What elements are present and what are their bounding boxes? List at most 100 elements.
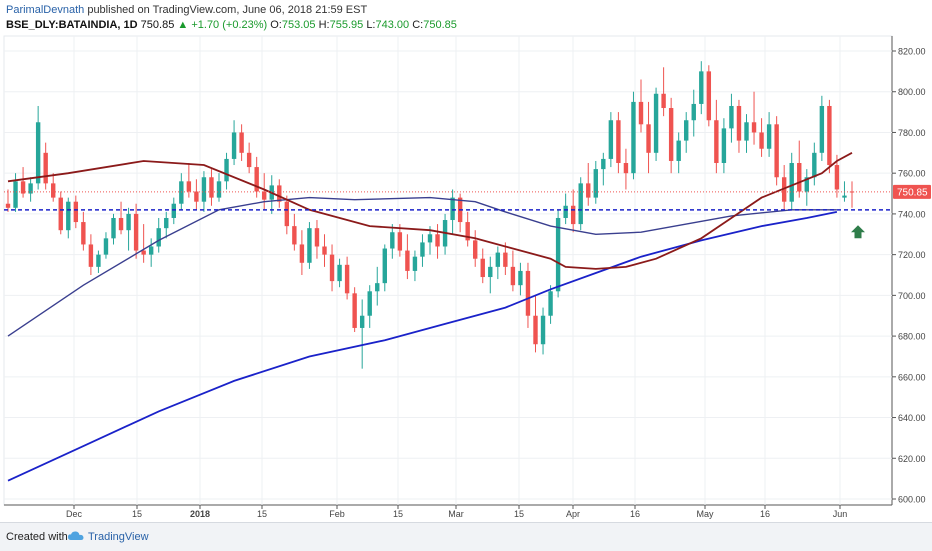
- candle[interactable]: [623, 148, 629, 190]
- candle[interactable]: [367, 285, 372, 328]
- candle[interactable]: [661, 67, 666, 117]
- candle[interactable]: [194, 179, 199, 210]
- candle[interactable]: [186, 163, 192, 198]
- candle[interactable]: [405, 234, 410, 280]
- candle[interactable]: [329, 244, 335, 292]
- candle[interactable]: [164, 211, 169, 239]
- candle[interactable]: [495, 246, 501, 280]
- candle[interactable]: [420, 234, 425, 267]
- candle[interactable]: [118, 201, 124, 235]
- candle[interactable]: [488, 256, 493, 294]
- candle[interactable]: [126, 207, 131, 251]
- candle[interactable]: [518, 262, 523, 296]
- candle[interactable]: [88, 234, 94, 275]
- candle[interactable]: [525, 262, 531, 328]
- candle[interactable]: [578, 177, 583, 231]
- candle[interactable]: [284, 195, 290, 235]
- candle[interactable]: [601, 152, 606, 186]
- candle[interactable]: [555, 209, 561, 298]
- candle[interactable]: [344, 256, 350, 300]
- candle[interactable]: [397, 224, 403, 257]
- candle[interactable]: [548, 285, 553, 324]
- candle[interactable]: [20, 167, 26, 198]
- candle[interactable]: [789, 152, 794, 210]
- candle[interactable]: [503, 242, 508, 275]
- candle[interactable]: [277, 179, 282, 208]
- candle[interactable]: [638, 79, 644, 133]
- candle[interactable]: [442, 213, 448, 255]
- candle[interactable]: [412, 250, 418, 282]
- candle[interactable]: [352, 287, 357, 333]
- candle[interactable]: [804, 169, 809, 206]
- candle[interactable]: [111, 213, 116, 245]
- candle[interactable]: [721, 118, 727, 174]
- candle[interactable]: [246, 142, 252, 174]
- candle[interactable]: [533, 295, 538, 353]
- candle[interactable]: [473, 230, 478, 267]
- candle[interactable]: [314, 220, 320, 259]
- candle[interactable]: [58, 191, 63, 235]
- candle[interactable]: [736, 99, 742, 153]
- candle[interactable]: [141, 224, 146, 263]
- candle[interactable]: [51, 173, 56, 202]
- candle[interactable]: [766, 112, 772, 157]
- candle[interactable]: [5, 189, 11, 212]
- candle[interactable]: [262, 173, 267, 210]
- candle[interactable]: [684, 112, 689, 153]
- candle[interactable]: [201, 171, 207, 212]
- candle[interactable]: [819, 95, 825, 161]
- candle[interactable]: [81, 211, 86, 251]
- candle[interactable]: [744, 114, 749, 153]
- candle[interactable]: [751, 91, 757, 145]
- candle[interactable]: [103, 232, 109, 259]
- candle[interactable]: [43, 142, 48, 190]
- candle[interactable]: [209, 169, 214, 206]
- candle[interactable]: [133, 203, 139, 259]
- candle[interactable]: [216, 173, 222, 202]
- candle[interactable]: [646, 101, 651, 174]
- candle[interactable]: [171, 197, 176, 225]
- candle[interactable]: [706, 65, 712, 127]
- candle[interactable]: [96, 250, 101, 273]
- candle[interactable]: [450, 189, 455, 235]
- candle[interactable]: [540, 307, 546, 355]
- candle[interactable]: [563, 193, 568, 225]
- candle[interactable]: [239, 124, 244, 161]
- candle[interactable]: [653, 87, 659, 161]
- candle[interactable]: [35, 105, 41, 190]
- candle[interactable]: [676, 132, 681, 174]
- candle[interactable]: [465, 211, 470, 247]
- candle[interactable]: [849, 181, 855, 208]
- candle[interactable]: [224, 152, 229, 190]
- candle[interactable]: [616, 112, 621, 174]
- candle[interactable]: [231, 120, 237, 166]
- candle[interactable]: [729, 93, 734, 143]
- candle[interactable]: [781, 165, 787, 210]
- candle[interactable]: [691, 89, 696, 137]
- price-chart[interactable]: Dec 15 2018 15 Feb 15 Mar 15 Apr 16 May 16 Jun 600.0…: [0, 0, 932, 522]
- candle[interactable]: [292, 213, 297, 251]
- candle[interactable]: [608, 112, 614, 168]
- candle[interactable]: [28, 177, 33, 202]
- candle[interactable]: [254, 156, 259, 198]
- candle[interactable]: [668, 97, 674, 174]
- symbol-name[interactable]: BSE_DLY:BATAINDIA, 1D: [6, 19, 138, 31]
- candle[interactable]: [156, 217, 161, 253]
- candle[interactable]: [570, 189, 576, 233]
- candle[interactable]: [13, 173, 18, 212]
- author-link[interactable]: ParimalDevnath: [6, 4, 85, 16]
- candle[interactable]: [66, 197, 71, 239]
- candle[interactable]: [699, 61, 704, 115]
- candle[interactable]: [714, 99, 719, 174]
- candle[interactable]: [812, 142, 817, 186]
- candle[interactable]: [322, 234, 327, 267]
- candle[interactable]: [827, 99, 832, 174]
- tradingview-link[interactable]: TradingView: [88, 531, 149, 543]
- candle[interactable]: [593, 160, 598, 204]
- candle[interactable]: [73, 195, 79, 229]
- candle[interactable]: [797, 140, 802, 198]
- candle[interactable]: [510, 250, 516, 292]
- candle[interactable]: [759, 118, 764, 157]
- candle[interactable]: [337, 258, 342, 288]
- candle[interactable]: [382, 244, 387, 292]
